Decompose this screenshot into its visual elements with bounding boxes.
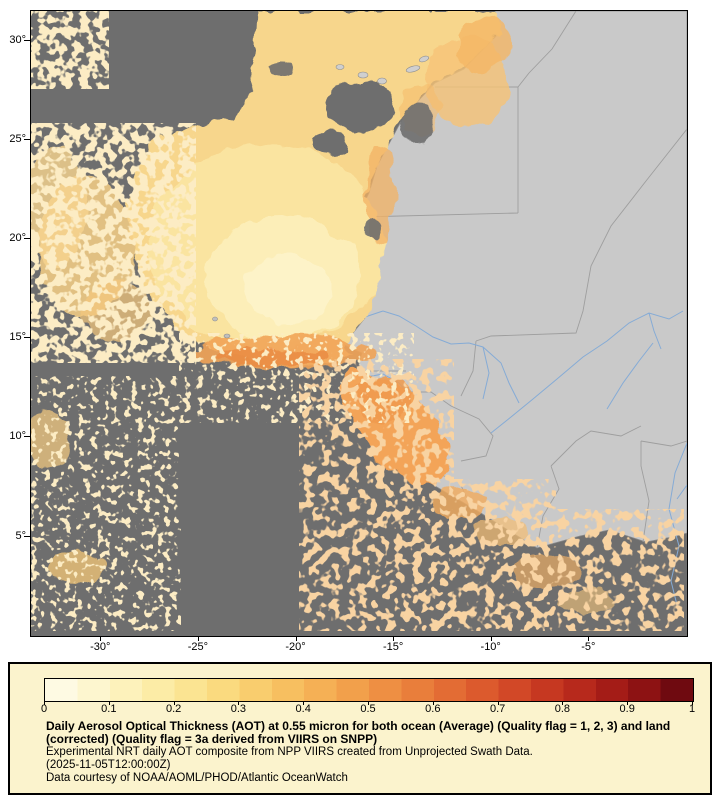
y-axis-label: 30° (9, 34, 26, 46)
map-panel (30, 10, 688, 637)
legend-timestamp: (2025-11-05T12:00:00Z) (46, 759, 171, 771)
y-axis-tick (24, 139, 30, 141)
colorbar-tick (432, 701, 434, 705)
speckle-region (31, 123, 196, 363)
aerosol-speckles (31, 11, 684, 631)
speckle-region (509, 509, 684, 631)
legend-title: Daily Aerosol Optical Thickness (AOT) at… (46, 719, 671, 746)
colorbar (44, 678, 694, 702)
canary-island (335, 64, 345, 70)
colorbar-tick-label: 0.1 (101, 703, 117, 715)
colorbar-tick (303, 701, 305, 705)
colorbar-tick-label: 0.9 (619, 703, 635, 715)
x-axis-label: -10° (480, 641, 501, 653)
y-axis-tick (24, 238, 30, 240)
speckle-region (31, 11, 109, 89)
y-axis-label: 20° (9, 232, 26, 245)
x-axis-label: -25° (187, 641, 209, 653)
legend-subtitle: Experimental NRT daily AOT composite fro… (46, 746, 533, 758)
y-axis-label: 15° (9, 331, 26, 344)
colorbar-tick (173, 701, 175, 705)
colorbar-tick (108, 701, 110, 705)
x-axis-tick (100, 636, 102, 641)
colorbar-tick (368, 701, 369, 705)
y-axis-tick (24, 436, 30, 438)
canary-island (405, 65, 421, 73)
colorbar-tick (44, 701, 45, 705)
legend-text-block: Daily Aerosol Optical Thickness (AOT) at… (46, 720, 690, 785)
speckle-region (31, 376, 181, 631)
x-axis-label: -15° (382, 641, 404, 653)
x-axis-tick (197, 636, 199, 641)
colorbar-tick-label: 0.6 (425, 703, 441, 715)
y-axis-tick (24, 40, 30, 41)
no-data-holes (271, 60, 434, 237)
x-axis-label: -20° (285, 641, 306, 653)
colorbar-tick-label: 0 (40, 703, 48, 715)
cape-verde-island (223, 333, 231, 339)
y-axis-label: 25° (9, 133, 26, 146)
cape-verde-island (212, 316, 218, 322)
canary-island (377, 77, 387, 85)
colorbar-tick-label: 0.7 (489, 703, 506, 715)
canary-island (418, 55, 430, 63)
legend-panel: 0 0.1 0.2 0.3 0.4 0.5 0.6 0.7 0.8 0.9 1 Daily Aero… (8, 662, 712, 795)
y-axis-label: 10° (9, 430, 26, 443)
colorbar-tick-label: 1 (688, 703, 696, 715)
x-axis-tick (490, 636, 492, 641)
x-axis-tick (588, 636, 590, 641)
colorbar-tick-label: 0.4 (295, 703, 311, 715)
x-axis-label: -5° (581, 641, 596, 653)
colorbar-tick (562, 701, 564, 705)
map-image (31, 11, 687, 636)
colorbar-tick (692, 701, 693, 705)
colorbar-tick-label: 0.5 (360, 703, 376, 715)
colorbar-tick (238, 701, 240, 705)
colorbar-scale: 0 0.1 0.2 0.3 0.4 0.5 0.6 0.7 0.8 0.9 1 (10, 664, 710, 793)
colorbar-tick (627, 701, 629, 705)
y-axis-tick (24, 535, 30, 537)
legend-credit: Data courtesy of NOAA/AOML/PHOD/Atlantic… (46, 772, 348, 784)
x-axis-label: -30° (90, 641, 111, 653)
x-axis-tick (295, 636, 297, 641)
canary-island (357, 71, 369, 79)
y-axis-label: 5° (15, 529, 26, 542)
colorbar-tick-label: 0.2 (165, 703, 182, 715)
aerosol-plume (128, 11, 509, 368)
x-axis-tick (393, 636, 395, 641)
colorbar-tick (497, 701, 499, 705)
colorbar-tick-label: 0.8 (554, 703, 571, 715)
islands (212, 55, 430, 339)
colorbar-tick-label: 0.3 (230, 703, 247, 715)
y-axis-tick (24, 337, 30, 339)
